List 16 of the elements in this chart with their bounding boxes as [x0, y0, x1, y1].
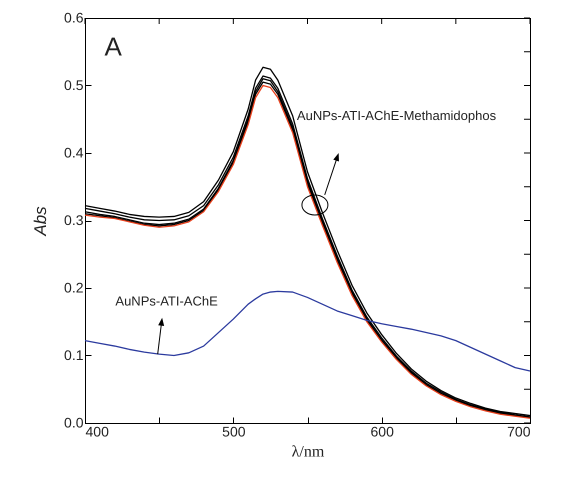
annotation: AuNPs-ATI-AChE — [115, 294, 218, 308]
annotation: A — [104, 32, 123, 62]
y-tick-label: 0.1 — [64, 347, 84, 363]
x-tick-label: 700 — [507, 424, 531, 440]
y-axis-title: Abs — [31, 206, 50, 237]
x-axis-title: λ/nm — [292, 444, 325, 460]
annotation: AuNPs-ATI-AChE-Methamidophos — [296, 108, 497, 123]
y-tick-label: 0.4 — [64, 144, 84, 160]
y-tick-label: 0.2 — [64, 280, 84, 296]
y-tick-label: 0.0 — [64, 414, 84, 430]
y-tick-label: 0.5 — [64, 77, 84, 93]
y-tick-label: 0.6 — [64, 10, 84, 26]
y-tick-label: 0.3 — [64, 212, 84, 228]
x-tick-label: 500 — [222, 424, 246, 440]
x-tick-label: 400 — [86, 424, 110, 440]
x-tick-label: 600 — [370, 424, 394, 440]
